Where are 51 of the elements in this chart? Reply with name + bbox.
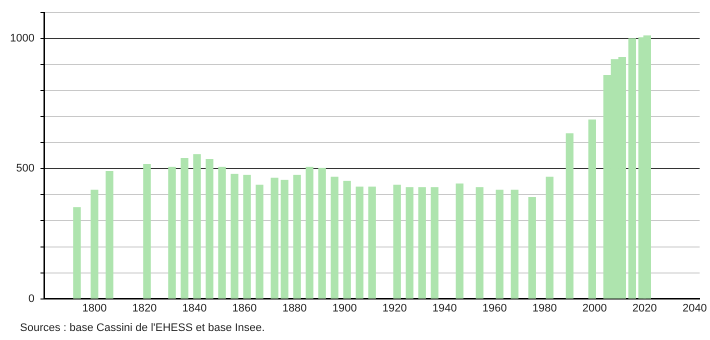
bar — [306, 166, 314, 299]
bar — [270, 178, 278, 299]
x-tick-label: 1880 — [282, 302, 307, 314]
y-tick-label: 500 — [16, 162, 34, 175]
x-tick-label: 1960 — [482, 302, 507, 314]
bar — [368, 186, 376, 299]
x-tick-label: 1800 — [82, 302, 107, 314]
y-tick-label: 1000 — [10, 32, 34, 45]
x-tick-label: 1900 — [332, 302, 357, 314]
bar — [546, 176, 554, 299]
bar — [456, 183, 464, 299]
bar — [180, 158, 188, 299]
bar — [528, 197, 536, 299]
bar — [343, 180, 351, 299]
x-tick-label: 1860 — [232, 302, 257, 314]
source-note: Sources : base Cassini de l'EHESS et base Insee. — [20, 322, 265, 334]
bar — [293, 174, 301, 299]
bar — [218, 166, 226, 299]
bar — [476, 187, 484, 299]
x-tick-label: 2040 — [682, 302, 707, 314]
x-tick-label: 1940 — [432, 302, 457, 314]
bar — [510, 190, 518, 299]
x-tick-label: 1820 — [132, 302, 157, 314]
bar — [243, 174, 251, 299]
bar — [566, 133, 574, 299]
bar — [496, 190, 504, 299]
x-tick-label: 2020 — [632, 302, 657, 314]
bar — [356, 186, 364, 299]
bar — [230, 174, 238, 299]
x-tick-label: 1920 — [382, 302, 407, 314]
bar — [168, 166, 176, 299]
bar — [330, 176, 338, 299]
bar — [73, 207, 81, 299]
bar — [280, 180, 288, 299]
x-tick-label: 1840 — [182, 302, 207, 314]
bar — [193, 154, 201, 299]
x-tick-label: 2000 — [582, 302, 607, 314]
bar — [393, 184, 401, 299]
bar — [588, 119, 596, 299]
bar — [318, 168, 326, 299]
bar — [256, 184, 264, 299]
bar — [430, 187, 438, 299]
bar — [106, 170, 114, 299]
x-tick-label: 1980 — [532, 302, 557, 314]
bar — [143, 164, 151, 299]
bar — [628, 38, 636, 299]
y-tick-label: 0 — [28, 292, 34, 305]
bar — [406, 187, 414, 299]
bar — [206, 159, 214, 299]
bar — [90, 190, 98, 299]
bar — [418, 187, 426, 299]
